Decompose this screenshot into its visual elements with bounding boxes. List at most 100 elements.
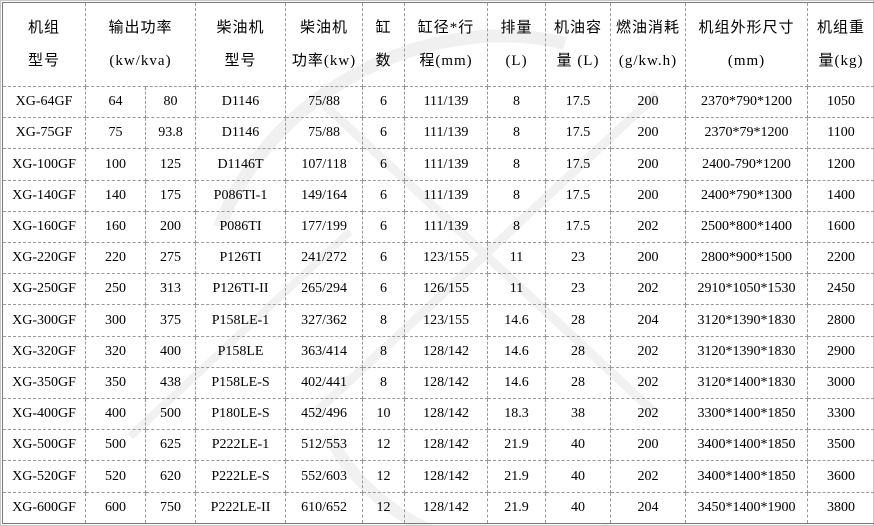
model-cell: XG-64GF: [2, 85, 86, 119]
value-cell: D1146T: [195, 148, 287, 181]
value-cell: 8: [487, 85, 547, 119]
model-cell: XG-400GF: [2, 398, 86, 431]
value-cell: 8: [487, 117, 547, 150]
col-header-10: 机组外形尺寸 (mm): [685, 2, 809, 87]
col-header-5: 缸 数: [362, 2, 406, 87]
model-cell: XG-160GF: [2, 210, 86, 244]
value-cell: 2800: [807, 304, 874, 337]
value-cell: 12: [362, 491, 406, 525]
table-row: XG-75GF 75 93.8 D1146 75/88 6 111/139 8 17.5 200 2…: [2, 117, 874, 150]
value-cell: 149/164: [285, 179, 364, 212]
value-cell: 2910*1050*1530: [685, 273, 809, 306]
value-cell: 8: [487, 179, 547, 212]
value-cell: 610/652: [285, 491, 364, 525]
value-cell: 202: [610, 273, 687, 306]
value-cell: 126/155: [404, 273, 489, 306]
model-cell: XG-220GF: [2, 242, 86, 275]
model-cell: XG-320GF: [2, 335, 86, 368]
value-cell: 250: [85, 273, 146, 306]
table-row: XG-320GF 320 400 P158LE 363/414 8 128/142 14.6 2…: [2, 335, 874, 368]
value-cell: 3400*1400*1850: [685, 460, 809, 493]
value-cell: 2400*790*1300: [685, 179, 809, 212]
value-cell: 75/88: [285, 117, 364, 150]
value-cell: 2370*790*1200: [685, 85, 809, 119]
value-cell: 402/441: [285, 366, 364, 400]
value-cell: 123/155: [404, 242, 489, 275]
value-cell: 6: [362, 85, 406, 119]
value-cell: 8: [362, 366, 406, 400]
col-header-4: 柴油机 功率(kw): [285, 2, 364, 87]
value-cell: P180LE-S: [195, 398, 287, 431]
value-cell: 200: [610, 429, 687, 462]
value-cell: 204: [610, 304, 687, 337]
value-cell: 75: [85, 117, 146, 150]
value-cell: 3600: [807, 460, 874, 493]
table-row: XG-220GF 220 275 P126TI 241/272 6 123/155 11 23 2…: [2, 242, 874, 275]
value-cell: 202: [610, 398, 687, 431]
value-cell: 6: [362, 117, 406, 150]
table-row: XG-520GF 520 620 P222LE-S 552/603 12 128/142 21…: [2, 460, 874, 493]
value-cell: 3000: [807, 366, 874, 400]
value-cell: 11: [487, 242, 547, 275]
table-header: 机组 型号 输出功率 (kw/kva) 柴油机 型号 柴油机 功率(kw) 缸 数缸径*…: [2, 2, 874, 87]
value-cell: 2500*800*1400: [685, 210, 809, 244]
value-cell: 350: [85, 366, 146, 400]
value-cell: 220: [85, 242, 146, 275]
col-header-7: 排量 (L): [487, 2, 547, 87]
value-cell: 200: [610, 179, 687, 212]
value-cell: 128/142: [404, 460, 489, 493]
value-cell: 202: [610, 335, 687, 368]
value-cell: 23: [545, 242, 612, 275]
table-row: XG-600GF 600 750 P222LE-II 610/652 12 128/142 2…: [2, 491, 874, 525]
value-cell: 3450*1400*1900: [685, 491, 809, 525]
value-cell: 300: [85, 304, 146, 337]
value-cell: 8: [487, 148, 547, 181]
value-cell: 140: [85, 179, 146, 212]
table-row: XG-400GF 400 500 P180LE-S 452/496 10 128/142 18…: [2, 398, 874, 431]
value-cell: 111/139: [404, 210, 489, 244]
value-cell: 3300*1400*1850: [685, 398, 809, 431]
value-cell: 265/294: [285, 273, 364, 306]
table-row: XG-160GF 160 200 P086TI 177/199 6 111/139 8 17.5…: [2, 210, 874, 244]
value-cell: 6: [362, 210, 406, 244]
col-header-1: 机组 型号: [2, 2, 86, 87]
table-row: XG-64GF 64 80 D1146 75/88 6 111/139 8 17.5 200 237…: [2, 85, 874, 119]
value-cell: 14.6: [487, 335, 547, 368]
value-cell: 2200: [807, 242, 874, 275]
value-cell: 1200: [807, 148, 874, 181]
value-cell: 620: [144, 460, 197, 493]
value-cell: 1400: [807, 179, 874, 212]
value-cell: 17.5: [545, 179, 612, 212]
value-cell: 17.5: [545, 210, 612, 244]
value-cell: 123/155: [404, 304, 489, 337]
header-row: 机组 型号 输出功率 (kw/kva) 柴油机 型号 柴油机 功率(kw) 缸 数缸径*…: [2, 2, 874, 87]
value-cell: 128/142: [404, 398, 489, 431]
model-cell: XG-300GF: [2, 304, 86, 337]
value-cell: D1146: [195, 117, 287, 150]
value-cell: 750: [144, 491, 197, 525]
value-cell: 500: [144, 398, 197, 431]
table-row: XG-100GF 100 125 D1146T 107/118 6 111/139 8 17.5…: [2, 148, 874, 181]
value-cell: 18.3: [487, 398, 547, 431]
value-cell: P086TI-1: [195, 179, 287, 212]
model-cell: XG-75GF: [2, 117, 86, 150]
value-cell: 28: [545, 366, 612, 400]
value-cell: 23: [545, 273, 612, 306]
table-row: XG-250GF 250 313 P126TI-II 265/294 6 126/155 11…: [2, 273, 874, 306]
value-cell: 438: [144, 366, 197, 400]
value-cell: 375: [144, 304, 197, 337]
value-cell: 200: [610, 85, 687, 119]
value-cell: P086TI: [195, 210, 287, 244]
col-header-11: 机组重 量(kg): [807, 2, 874, 87]
value-cell: 12: [362, 460, 406, 493]
model-cell: XG-140GF: [2, 179, 86, 212]
value-cell: 6: [362, 179, 406, 212]
value-cell: 204: [610, 491, 687, 525]
value-cell: 2370*79*1200: [685, 117, 809, 150]
value-cell: 6: [362, 148, 406, 181]
table-row: XG-300GF 300 375 P158LE-1 327/362 8 123/155 14.…: [2, 304, 874, 337]
value-cell: 202: [610, 210, 687, 244]
